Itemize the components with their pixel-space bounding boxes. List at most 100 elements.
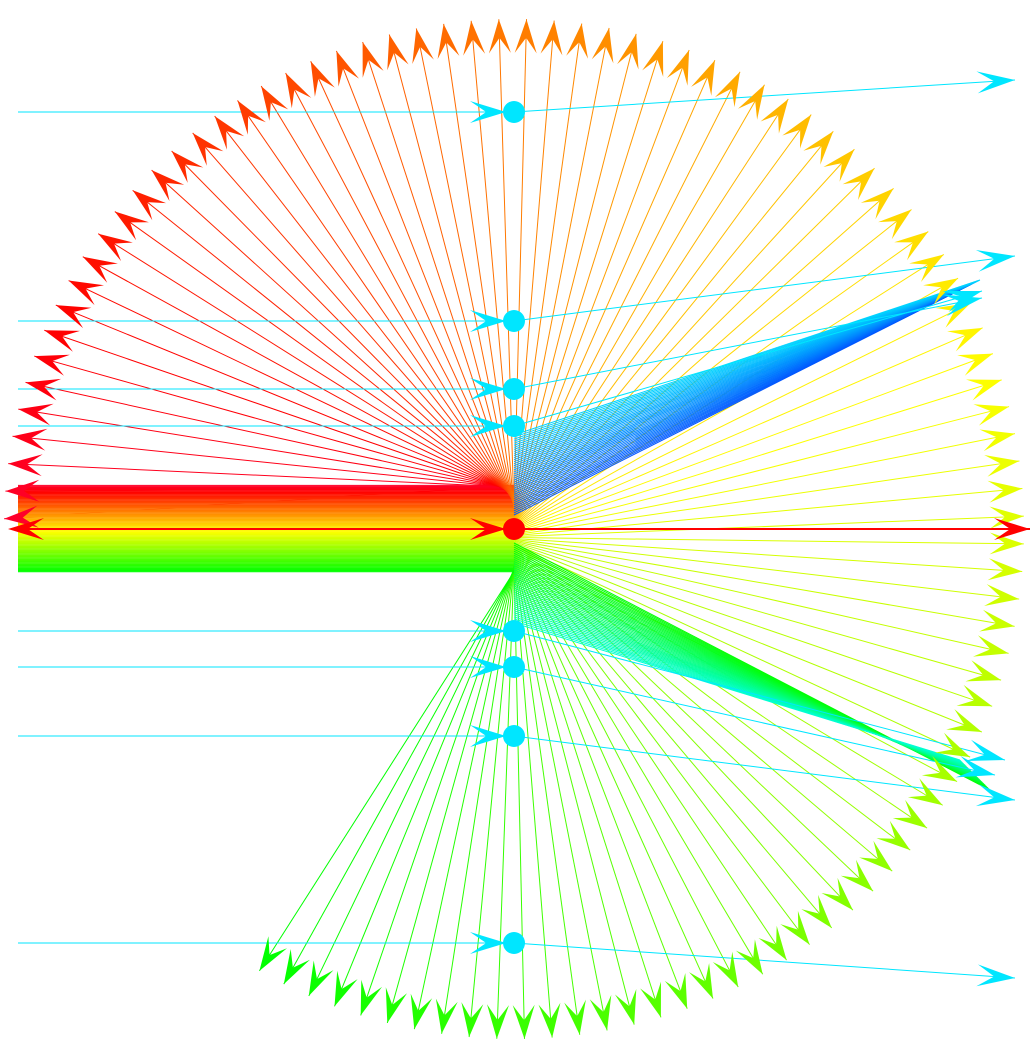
- fan-ray: [513, 60, 716, 518]
- fan-ray: [214, 115, 515, 501]
- cyan-pivot-arrowhead: [470, 656, 506, 678]
- fan-arrowhead: [360, 979, 383, 1016]
- cyan-arrowhead: [975, 784, 1015, 807]
- fan-ray: [513, 543, 983, 733]
- fan-arrowhead: [25, 378, 62, 401]
- fan-arrowhead: [923, 278, 959, 305]
- fan-arrowhead: [334, 970, 358, 1007]
- fan-ray: [237, 100, 515, 502]
- fan-arrowhead: [973, 404, 1010, 426]
- fan-ray: [513, 541, 1002, 681]
- fan-arrowhead: [979, 609, 1015, 632]
- fan-ray: [513, 209, 912, 527]
- cyan-pivot-arrowhead: [470, 378, 506, 400]
- fan-arrowhead: [591, 27, 614, 64]
- fan-ray: [513, 27, 610, 515]
- fan-ray: [496, 563, 515, 1039]
- fan-arrowhead: [488, 19, 511, 54]
- fan-arrowhead: [237, 100, 266, 135]
- fan-arrowhead: [55, 305, 92, 329]
- fan-arrowhead: [760, 99, 789, 134]
- fan-ray: [97, 233, 515, 496]
- fan-arrowhead: [8, 454, 43, 477]
- fan-arrowhead: [892, 799, 928, 829]
- fan-ray: [513, 558, 662, 1018]
- fan-ray: [513, 353, 994, 532]
- fan-arrowhead: [514, 19, 537, 54]
- fan-arrowhead: [564, 999, 586, 1035]
- fan-arrowhead: [957, 353, 993, 376]
- fan-arrowhead: [385, 987, 407, 1023]
- cyan-arrowhead: [976, 71, 1015, 94]
- fan-ray: [513, 460, 1020, 536]
- fan-ray: [513, 188, 894, 526]
- fan-ray: [513, 33, 637, 516]
- cyan-ray: [513, 630, 1006, 761]
- fan-arrowhead: [803, 131, 834, 165]
- fan-arrowhead: [132, 190, 167, 221]
- fan-ray: [513, 327, 983, 531]
- fan-arrowhead: [907, 778, 943, 806]
- fan-arrowhead: [973, 635, 1009, 657]
- fan-arrowhead: [151, 170, 185, 202]
- arrowheads: [4, 19, 1030, 1039]
- fan-arrowhead: [934, 732, 971, 758]
- fan-arrowhead: [12, 428, 48, 451]
- fan-arrowhead: [435, 998, 458, 1034]
- cyan-dot: [503, 415, 525, 437]
- pivot-dots: [503, 101, 525, 954]
- cyan-pivot-arrowhead: [470, 620, 506, 642]
- fan-arrowhead: [362, 42, 384, 78]
- fan-arrowhead: [310, 61, 335, 97]
- fan-arrowhead: [840, 859, 874, 892]
- fan-ray: [513, 556, 714, 999]
- fan-arrowhead: [410, 993, 433, 1030]
- fan-ray: [12, 435, 515, 489]
- fan-arrowhead: [114, 211, 149, 241]
- fan-arrowhead: [540, 20, 563, 56]
- fan-ray: [171, 150, 515, 500]
- fan-arrowhead: [738, 84, 765, 120]
- fan-ray: [498, 19, 515, 511]
- cyan-pivot-arrowhead: [470, 310, 506, 332]
- fan-arrowhead: [946, 709, 982, 732]
- fan-ray: [513, 540, 1009, 654]
- cyan-arrowhead: [965, 739, 1005, 761]
- fan-ray: [513, 553, 787, 961]
- fan-arrowhead: [921, 755, 958, 782]
- fan-arrowhead: [283, 949, 310, 985]
- fan-arrowhead: [735, 939, 763, 975]
- cyan-pivot-arrowhead: [470, 415, 506, 437]
- bundle-ray: [513, 622, 961, 761]
- fan-ray: [513, 433, 1016, 535]
- fan-ray: [260, 85, 515, 503]
- fan-arrowhead: [966, 379, 1002, 401]
- fan-arrowhead: [821, 877, 853, 911]
- fan-arrowhead: [860, 188, 894, 220]
- fan-ray: [25, 381, 515, 491]
- fan-arrowhead: [801, 894, 832, 928]
- cyan-pivot-arrowhead: [470, 101, 506, 123]
- fan-ray: [513, 538, 1020, 600]
- fan-arrowhead: [412, 28, 434, 64]
- fan-arrowhead: [512, 1004, 535, 1039]
- fan-arrowhead: [876, 820, 911, 851]
- fan-arrowhead: [664, 973, 688, 1009]
- cyan-ray: [513, 942, 1016, 979]
- fan-arrowhead: [691, 60, 715, 96]
- fan-arrowhead: [44, 330, 80, 352]
- fan-ray: [55, 304, 515, 494]
- fan-arrowhead: [308, 960, 334, 996]
- fan-ray: [513, 114, 812, 522]
- fan-arrowhead: [782, 114, 812, 149]
- fan-ray: [513, 560, 581, 1035]
- fan-ray: [513, 559, 608, 1031]
- fan-arrowhead: [18, 403, 54, 426]
- fan-arrowhead: [989, 506, 1024, 529]
- fan-ray: [308, 569, 515, 997]
- fan-arrowhead: [463, 20, 486, 56]
- fan-arrowhead: [640, 981, 661, 1018]
- fan-ray: [513, 98, 789, 521]
- fan-arrowhead: [894, 231, 929, 261]
- center-pivot-arrowhead: [470, 518, 506, 540]
